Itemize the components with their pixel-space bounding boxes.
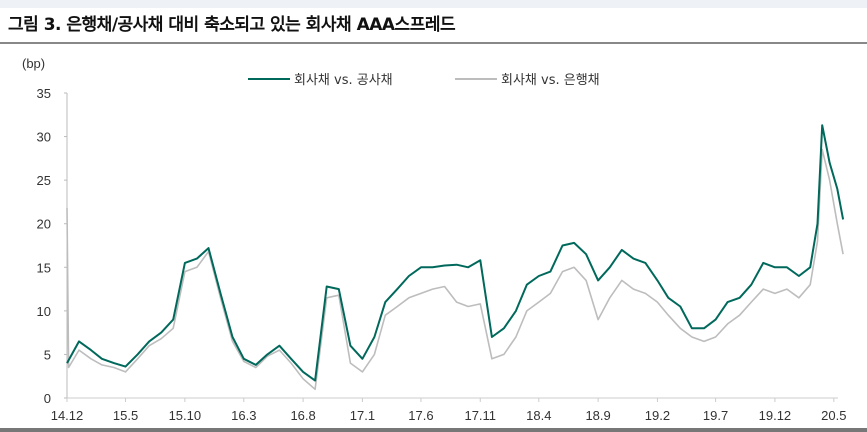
x-tick-label: 15.10 — [169, 408, 202, 423]
x-tick-label: 18.9 — [585, 408, 610, 423]
x-tick-label: 20.5 — [821, 408, 846, 423]
x-tick-label: 18.4 — [526, 408, 551, 423]
series-line-corp-vs-public — [66, 124, 845, 382]
y-axis-label: (bp) — [22, 56, 45, 71]
legend-label: 회사채 vs. 은행채 — [501, 72, 600, 88]
title-divider — [0, 42, 867, 44]
x-tick-label: 17.1 — [350, 408, 375, 423]
y-tick-label: 25 — [37, 173, 51, 188]
series-line-corp-vs-bank — [66, 148, 844, 391]
y-tick-label: 0 — [44, 391, 51, 406]
y-tick-label: 15 — [37, 260, 51, 275]
y-tick-label: 30 — [37, 130, 51, 145]
x-tick-label: 19.2 — [645, 408, 670, 423]
x-tick-label: 16.3 — [231, 408, 256, 423]
y-tick-label: 20 — [37, 217, 51, 232]
legend-label: 회사채 vs. 공사채 — [294, 73, 393, 88]
x-tick-label: 15.5 — [113, 408, 138, 423]
y-tick-label: 10 — [37, 304, 51, 319]
x-tick-label: 17.11 — [464, 408, 496, 423]
x-tick-label: 14.12 — [51, 408, 84, 423]
y-tick-label: 35 — [37, 86, 51, 101]
top-band — [0, 0, 867, 8]
y-tick-label: 5 — [44, 347, 51, 362]
bottom-divider — [0, 428, 867, 432]
x-tick-label: 16.8 — [290, 408, 315, 423]
x-tick-label: 19.7 — [703, 408, 728, 423]
x-tick-label: 17.6 — [408, 408, 433, 423]
figure-title: 그림 3. 은행채/공사채 대비 축소되고 있는 회사채 AAA스프레드 — [8, 15, 456, 35]
x-tick-label: 19.12 — [759, 408, 792, 423]
